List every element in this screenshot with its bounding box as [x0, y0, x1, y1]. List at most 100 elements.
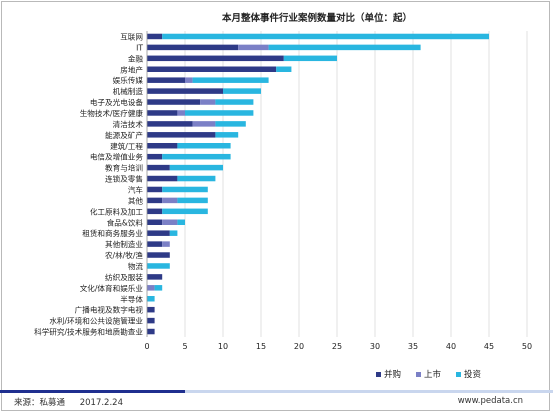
bar-segment [192, 77, 269, 83]
bar-segment [162, 219, 178, 225]
bar-segment [169, 230, 178, 236]
y-tick-label: 连锁及零售 [105, 174, 143, 184]
bar-segment [147, 153, 163, 160]
y-tick-label: 半导体 [120, 294, 143, 304]
bar-segment [147, 99, 201, 105]
bar-segment [177, 219, 185, 225]
x-tick-label: 5 [182, 342, 187, 351]
y-tick-label: 物流 [128, 261, 144, 271]
bar-segment [147, 164, 170, 171]
bar-segment [192, 121, 216, 127]
y-tick-label: 娱乐传媒 [113, 75, 144, 85]
y-tick-label: 建筑/工程 [110, 141, 143, 151]
x-tick-label: 15 [256, 342, 266, 351]
legend: 并购 上市 投资 [376, 369, 482, 380]
legend-swatch [456, 372, 461, 377]
y-tick-label: 能源及矿产 [105, 130, 143, 140]
y-tick-label: 广播电视及数字电视 [75, 305, 144, 315]
bar-segment [162, 33, 489, 40]
gridlines [146, 31, 528, 337]
bar-segment [185, 110, 254, 116]
x-tick-label: 40 [446, 342, 456, 351]
footer-divider-accent [0, 390, 185, 393]
bar-segment [147, 230, 170, 236]
y-tick-label: 文化/体育和娱乐业 [80, 283, 144, 293]
bar-segment [162, 186, 208, 193]
x-tick-label: 0 [144, 342, 149, 351]
bar-segment [162, 241, 170, 247]
bar-segment [147, 88, 223, 94]
bar-segment [162, 208, 208, 215]
bar-segment [147, 66, 277, 72]
y-tick-label: 其他制造业 [105, 239, 143, 249]
chart-title: 本月整体事件行业案例数量对比（单位：起） [222, 12, 412, 24]
y-tick-label: 清洁技术 [113, 119, 144, 129]
footer-website: www.pedata.cn [457, 396, 523, 406]
bar-segment [276, 66, 292, 72]
y-tick-label: 机械制造 [113, 86, 144, 96]
bar-segment [177, 143, 231, 149]
bar-segment [147, 219, 163, 225]
bar-segment [169, 164, 223, 171]
bar-segment [147, 296, 155, 302]
bar-segment [215, 121, 246, 127]
y-tick-label: 化工原料及加工 [90, 206, 144, 216]
x-tick-label: 30 [370, 342, 380, 351]
legend-label: 并购 [384, 369, 401, 380]
legend-label: 上市 [424, 369, 442, 380]
y-tick-label: 租赁和商务服务业 [82, 228, 143, 238]
bar-segment [147, 197, 163, 204]
source-date: 2017.2.24 [79, 398, 123, 408]
y-tick-label: 教育与培训 [105, 163, 143, 173]
bar-segment [147, 55, 284, 62]
x-tick-label: 10 [218, 342, 228, 351]
bar-segment [147, 306, 155, 313]
bar-segment [162, 197, 178, 204]
bar-segment [147, 317, 155, 324]
bar-segment [147, 121, 193, 127]
y-tick-label: 金融 [128, 53, 144, 63]
x-tick-label: 35 [408, 342, 418, 351]
bar-segment [147, 252, 170, 258]
bar-segment [200, 99, 216, 105]
bar-segment [147, 241, 163, 247]
footer-divider [0, 390, 553, 393]
footer-source: 来源：私募通 2017.2.24 [14, 396, 135, 408]
y-tick-label: 农/林/牧/渔 [105, 250, 143, 260]
bar-segment [215, 132, 239, 138]
x-tick-label: 45 [484, 342, 494, 351]
y-tick-label: 食品&饮料 [107, 217, 144, 227]
bar-segment [283, 55, 337, 62]
bar-segment [147, 263, 170, 269]
bar-segment [223, 88, 261, 94]
bar-segment [147, 208, 163, 215]
y-tick-label: 水利/环境和公共设施管理业 [49, 316, 143, 326]
x-tick-label: 20 [294, 342, 304, 351]
y-tick-label: 电子及光电设备 [90, 97, 144, 107]
bar-segment [147, 110, 178, 116]
y-tick-label: IT [136, 43, 143, 52]
bar-segment [147, 274, 163, 280]
bar-segment [147, 175, 178, 182]
x-tick-label: 25 [332, 342, 342, 351]
bar-segment [147, 33, 163, 40]
bar-segment [268, 44, 421, 51]
bar-segment [185, 77, 193, 83]
bar-segment [238, 44, 269, 51]
bar-segment [177, 197, 208, 204]
bar-segment [147, 328, 155, 335]
legend-swatch [376, 372, 381, 377]
legend-swatch [416, 372, 421, 377]
bar-segment [147, 285, 155, 291]
y-tick-label: 汽车 [128, 184, 144, 194]
y-tick-label: 电信及增值业务 [90, 152, 144, 162]
y-tick-label: 房地产 [120, 64, 143, 74]
bar-segment [177, 110, 185, 116]
bar-segment [215, 99, 254, 105]
bar-segment [147, 186, 163, 193]
y-tick-label: 互联网 [120, 32, 143, 41]
axes: 0 5 10 15 20 25 30 35 40 45 50 互联网 IT金融房地产娱乐传媒机械制造电子… [34, 31, 532, 351]
bars [147, 33, 489, 335]
bar-segment [147, 44, 239, 51]
